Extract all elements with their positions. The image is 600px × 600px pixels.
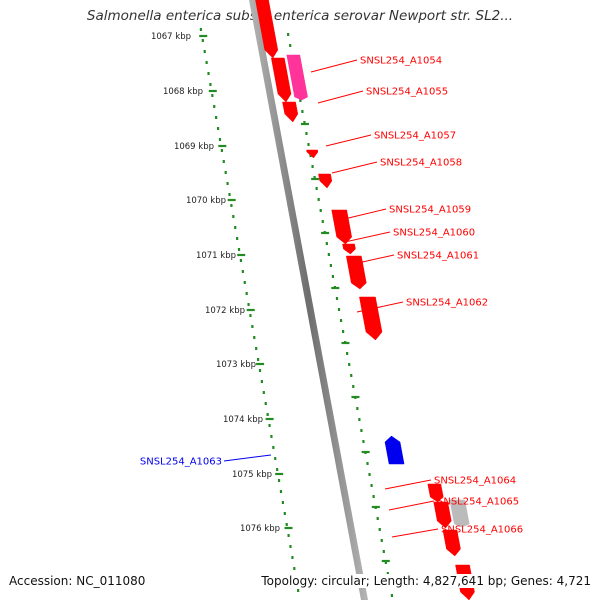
map-title: Salmonella enterica subsp. enterica sero… — [86, 8, 514, 24]
topology-summary: Topology: circular; Length: 4,827,641 bp… — [258, 574, 591, 588]
kbp-label: 1074 kbp — [223, 415, 263, 425]
gene-leader-line — [344, 231, 391, 243]
gene-leader-line — [348, 254, 395, 266]
kbp-label: 1075 kbp — [232, 470, 272, 480]
kbp-label: 1068 kbp — [163, 87, 203, 97]
gene-leader-line — [391, 528, 439, 538]
outer-ruler — [287, 32, 394, 598]
gene-arrow — [384, 435, 405, 465]
gene-arrow — [427, 483, 444, 503]
gene-arrow — [282, 101, 299, 123]
gene-arrow — [342, 243, 356, 255]
gene-label-snsl254-a1054[interactable]: SNSL254_A1054 — [360, 56, 442, 67]
gene-label-snsl254-a1064[interactable]: SNSL254_A1064 — [434, 476, 516, 487]
gene-leader-line — [325, 134, 372, 147]
gene-leader-line — [310, 59, 358, 73]
gene-features — [255, 0, 475, 600]
accession-text: Accession: NC_011080 — [9, 574, 146, 588]
gene-leader-line — [339, 208, 387, 221]
gene-labels[interactable]: SNSL254_A1054 SNSL254_A1055 SNSL254_A1057 S… — [140, 56, 523, 538]
gene-label-snsl254-a1059[interactable]: SNSL254_A1059 — [389, 205, 471, 216]
gene-label-snsl254-a1060[interactable]: SNSL254_A1060 — [393, 228, 475, 239]
gene-arrow — [286, 54, 308, 101]
gene-arrow — [331, 209, 352, 245]
gene-leader-line — [223, 454, 272, 462]
gene-arrow — [433, 501, 452, 529]
gene-leader-line — [384, 479, 432, 490]
gene-label-snsl254-a1057[interactable]: SNSL254_A1057 — [374, 131, 456, 142]
kbp-label: 1076 kbp — [240, 524, 280, 534]
kbp-labels: 1067 kbp 1068 kbp 1069 kbp 1070 kbp 1071 kbp… — [151, 32, 280, 589]
gene-arrow — [449, 499, 470, 528]
gene-label-snsl254-a1066[interactable]: SNSL254_A1066 — [441, 525, 523, 536]
gene-leader-line — [331, 161, 378, 174]
kbp-label: 1073 kbp — [216, 360, 256, 370]
gene-leader-line — [356, 301, 404, 313]
gene-arrow — [345, 255, 367, 290]
inner-ruler — [199, 27, 303, 593]
gene-leader-line — [388, 500, 435, 511]
gene-label-snsl254-a1065[interactable]: SNSL254_A1065 — [437, 497, 519, 508]
gene-leader-line — [317, 90, 364, 104]
gene-label-snsl254-a1058[interactable]: SNSL254_A1058 — [380, 158, 462, 169]
kbp-label: 1069 kbp — [174, 142, 214, 152]
kbp-label: 1067 kbp — [151, 32, 191, 42]
gene-label-snsl254-a1061[interactable]: SNSL254_A1061 — [397, 251, 479, 262]
kbp-label: 1071 kbp — [196, 251, 236, 261]
gene-label-snsl254-a1055[interactable]: SNSL254_A1055 — [366, 87, 448, 98]
backbone-band — [249, 0, 368, 600]
gene-arrow — [306, 149, 319, 159]
gene-arrow — [255, 0, 279, 59]
gene-arrow — [442, 529, 461, 557]
kbp-label: 1070 kbp — [186, 196, 226, 206]
gene-label-snsl254-a1063[interactable]: SNSL254_A1063 — [140, 457, 222, 468]
backbone — [249, 0, 368, 600]
gene-arrow — [318, 173, 333, 189]
gene-label-snsl254-a1062[interactable]: SNSL254_A1062 — [406, 298, 488, 309]
kbp-label: 1072 kbp — [205, 306, 245, 316]
gene-arrow — [359, 296, 383, 341]
gene-arrow — [270, 57, 292, 103]
